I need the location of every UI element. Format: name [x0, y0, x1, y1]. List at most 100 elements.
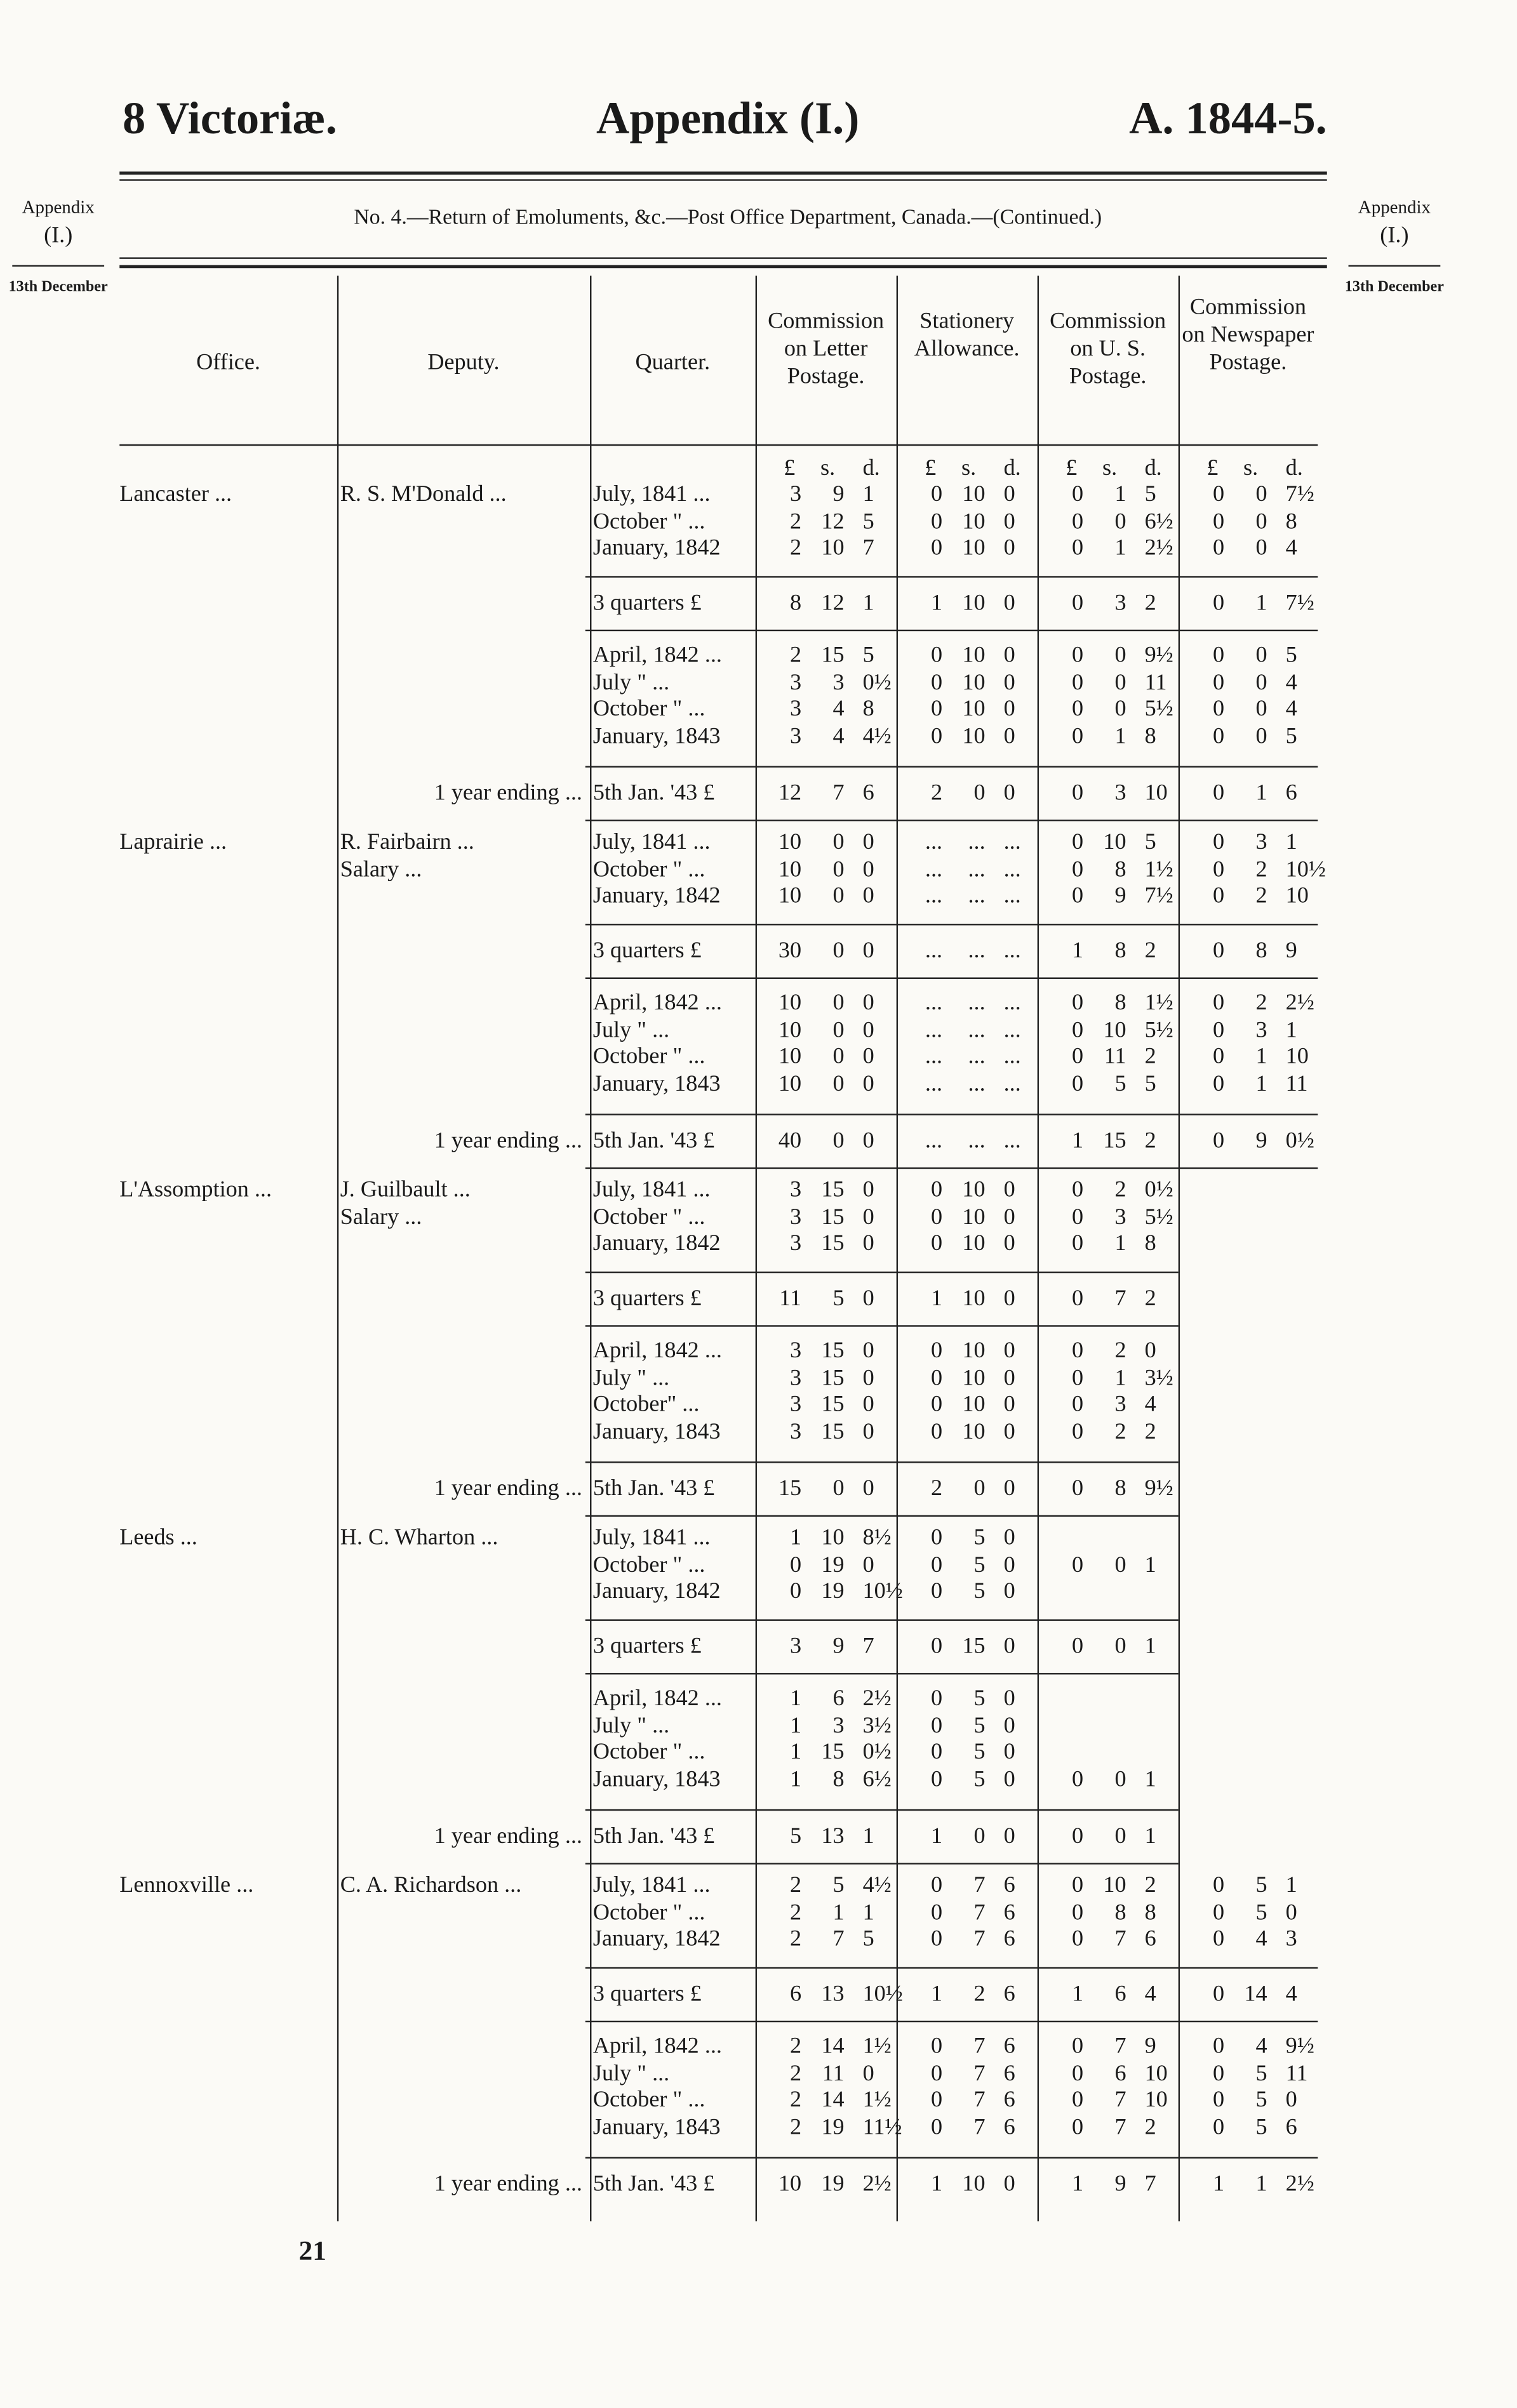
pence: 7 — [1144, 2172, 1156, 2197]
pounds: 0 — [1212, 1071, 1225, 1096]
quarter: October " ... — [592, 1204, 705, 1230]
pence: 0 — [1003, 1339, 1015, 1364]
pounds: 0 — [1212, 2034, 1225, 2059]
quarter: July " ... — [592, 1018, 670, 1043]
pence: 0 — [1003, 1634, 1015, 1660]
pence: 0 — [862, 2061, 874, 2086]
pence: 0 — [1003, 482, 1015, 507]
pounds: 0 — [930, 724, 943, 748]
margin-brace — [12, 265, 105, 267]
shillings: 19 — [821, 2172, 845, 2197]
pounds: 0 — [1212, 2061, 1225, 2086]
shillings: 10 — [821, 536, 845, 561]
pounds: 0 — [930, 1392, 943, 1418]
shillings: 10 — [962, 643, 986, 669]
pounds: 0 — [1212, 670, 1225, 695]
pence: 5 — [862, 1927, 874, 1952]
running-head-left: 8 Victoriæ. — [123, 93, 337, 144]
pence: 7½ — [1285, 482, 1314, 507]
shillings: 3 — [1114, 591, 1126, 616]
shillings: 4 — [832, 724, 845, 748]
shillings: 2 — [1114, 1339, 1126, 1364]
shillings: 0 — [832, 939, 845, 964]
quarter: July, 1841 ... — [592, 830, 711, 855]
pounds: 0 — [1212, 2115, 1225, 2139]
unit: £ — [925, 456, 937, 481]
shillings: 7 — [973, 1927, 986, 1952]
shillings: 0 — [832, 857, 845, 882]
pence: 3½ — [1144, 1366, 1173, 1390]
shillings: 10 — [962, 1419, 986, 1444]
pounds: 0 — [1071, 2088, 1084, 2113]
quarter: October " ... — [592, 696, 705, 722]
pounds: ... — [925, 1129, 943, 1154]
shillings: 10 — [962, 591, 986, 616]
quarter: April, 1842 ... — [592, 643, 722, 669]
office: Lancaster ... — [119, 482, 232, 507]
pence: 0 — [1003, 696, 1015, 722]
quarter: January, 1842 — [592, 884, 721, 908]
pence: 2½ — [862, 1686, 892, 1712]
shillings: 14 — [821, 2088, 845, 2113]
row-rule — [585, 1673, 1179, 1675]
quarter: October" ... — [592, 1392, 700, 1418]
quarter: 5th Jan. '43 £ — [592, 2172, 715, 2197]
pounds: 0 — [930, 1552, 943, 1578]
unit: d. — [1285, 456, 1303, 481]
pence: ... — [1003, 1129, 1021, 1154]
pence: 0 — [1003, 1740, 1015, 1765]
pence: 1½ — [862, 2088, 892, 2113]
pounds: 0 — [1071, 1900, 1084, 1926]
pounds: 0 — [930, 1419, 943, 1444]
pence: 0 — [862, 1419, 874, 1444]
pounds: 6 — [789, 1982, 802, 2007]
pounds: 11 — [779, 1287, 802, 1312]
pence: 1 — [1144, 1634, 1156, 1660]
pence: 5 — [1285, 724, 1297, 748]
pence: 0½ — [1285, 1129, 1314, 1154]
pounds: 0 — [1071, 2061, 1084, 2086]
shillings: 15 — [821, 1339, 845, 1364]
shillings: 1 — [832, 1900, 845, 1926]
shillings: 6 — [832, 1686, 845, 1712]
pounds: 0 — [1212, 1018, 1225, 1043]
pence: 5 — [1144, 482, 1156, 507]
shillings: 8 — [1114, 1477, 1126, 1501]
row-rule — [585, 820, 1318, 822]
shillings: 0 — [832, 991, 845, 1016]
pounds: 0 — [930, 670, 943, 695]
column-rule — [337, 276, 339, 2221]
shillings: 7 — [1114, 1287, 1126, 1312]
pence: 2 — [1144, 1129, 1156, 1154]
shillings: 0 — [1114, 696, 1126, 722]
pence: 0 — [1003, 536, 1015, 561]
pence: ... — [1003, 1018, 1021, 1043]
shillings: 0 — [1255, 509, 1267, 534]
pence: 0 — [1285, 1900, 1297, 1926]
shillings: 8 — [1255, 939, 1267, 964]
pence: 0 — [862, 1287, 874, 1312]
unit: d. — [1003, 456, 1021, 481]
shillings: 10 — [962, 1392, 986, 1418]
column-rule — [1178, 276, 1180, 2221]
quarter: January, 1842 — [592, 536, 721, 561]
shillings: 0 — [832, 1018, 845, 1043]
pounds: 2 — [789, 2034, 802, 2059]
margin-label: Appendix — [22, 196, 95, 218]
shillings: 0 — [1114, 509, 1126, 534]
pounds: 1 — [1071, 1129, 1084, 1154]
pounds: ... — [925, 830, 943, 855]
shillings: 10 — [821, 1526, 845, 1551]
pence: 3 — [1285, 1927, 1297, 1952]
shillings: 14 — [821, 2034, 845, 2059]
pounds: ... — [925, 991, 943, 1016]
shillings: 3 — [832, 1713, 845, 1738]
shillings: 5 — [832, 1287, 845, 1312]
pence: 0 — [862, 1018, 874, 1043]
pounds: 0 — [930, 1900, 943, 1926]
pence: 0½ — [862, 670, 892, 695]
pounds: 0 — [1212, 724, 1225, 748]
pounds: 10 — [778, 1044, 802, 1070]
pounds: 0 — [1071, 1477, 1084, 1501]
pounds: 0 — [1071, 509, 1084, 534]
